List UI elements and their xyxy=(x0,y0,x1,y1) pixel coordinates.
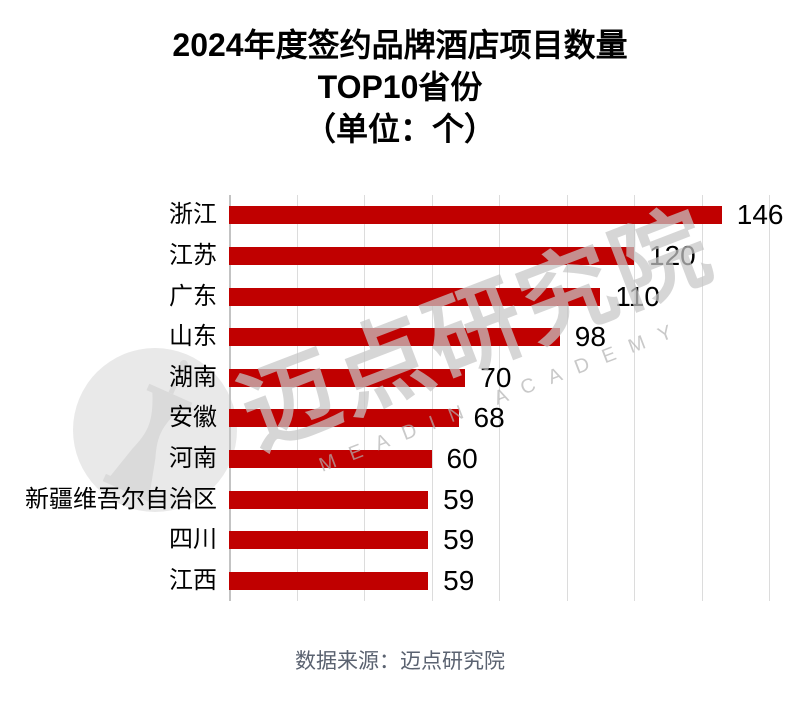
value-label: 146 xyxy=(736,199,784,231)
category-label: 浙江 xyxy=(169,201,217,229)
category-label: 江苏 xyxy=(169,241,217,269)
value-label: 98 xyxy=(574,321,606,353)
gridline xyxy=(364,195,365,601)
value-label: 68 xyxy=(473,402,505,434)
bar xyxy=(229,287,601,306)
value-label: 60 xyxy=(446,442,478,474)
data-source-caption: 数据来源：迈点研究院 xyxy=(295,650,505,673)
y-axis-line xyxy=(229,195,231,601)
chart-title-line3: （单位：个） xyxy=(303,111,496,147)
bar xyxy=(229,328,560,347)
bar xyxy=(229,409,459,428)
bar xyxy=(229,531,429,550)
gridline xyxy=(634,195,635,601)
gridline xyxy=(701,195,703,601)
tower-icon xyxy=(102,360,193,503)
bar xyxy=(229,246,634,265)
category-label: 湖南 xyxy=(169,363,217,391)
value-label: 110 xyxy=(615,280,660,312)
category-label: 新疆维吾尔自治区 xyxy=(25,485,217,513)
value-label: 59 xyxy=(443,483,475,515)
bar xyxy=(229,490,429,509)
category-label: 江西 xyxy=(169,566,217,594)
chart-title-line1: 2024年度签约品牌酒店项目数量 xyxy=(172,27,628,63)
value-label: 59 xyxy=(443,524,475,556)
category-label: 山东 xyxy=(169,323,217,351)
category-label: 安徽 xyxy=(169,404,217,432)
chart-title-line2: TOP10省份 xyxy=(317,69,483,105)
bar xyxy=(229,449,432,468)
gridline xyxy=(769,195,770,601)
gridline xyxy=(431,195,433,601)
category-label: 广东 xyxy=(169,282,217,310)
bar xyxy=(229,368,466,387)
gridline xyxy=(499,195,500,601)
value-label: 120 xyxy=(649,239,696,271)
bar xyxy=(229,571,429,590)
watermark-circle-logo xyxy=(73,348,237,512)
value-label: 59 xyxy=(443,564,475,596)
gridline xyxy=(566,195,568,601)
value-label: 70 xyxy=(480,361,512,393)
gridline xyxy=(296,195,298,601)
bar xyxy=(229,206,722,225)
chart-title: 2024年度签约品牌酒店项目数量 TOP10省份 （单位：个） xyxy=(0,24,800,150)
category-label: 河南 xyxy=(169,444,217,472)
category-label: 四川 xyxy=(169,526,217,554)
